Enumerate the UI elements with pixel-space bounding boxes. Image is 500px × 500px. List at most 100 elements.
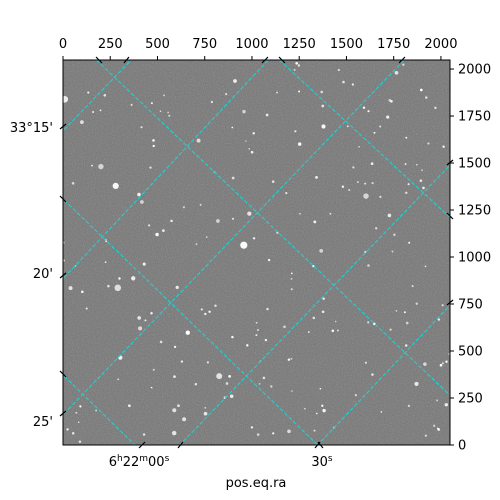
dec-tick-label-1: 20' xyxy=(33,267,53,282)
star xyxy=(391,250,394,253)
star xyxy=(291,390,293,392)
star xyxy=(411,285,414,288)
world-tick-9 xyxy=(59,410,67,417)
star xyxy=(204,406,207,409)
star xyxy=(130,103,133,106)
star xyxy=(299,212,301,215)
star xyxy=(290,357,293,360)
star xyxy=(337,68,340,72)
right-tick-label-4: 1000 xyxy=(458,251,491,266)
star xyxy=(92,111,95,113)
star xyxy=(79,405,82,408)
top-tick-label-7: 1750 xyxy=(377,37,410,52)
star xyxy=(322,297,325,300)
star xyxy=(172,408,177,413)
plot-area xyxy=(62,59,451,446)
star xyxy=(293,68,296,71)
world-tick-3 xyxy=(278,56,286,64)
star xyxy=(173,375,176,378)
top-pixel-axis: 0 250 500 750 1000 1250 1500 1750 2000 xyxy=(59,37,457,60)
star xyxy=(421,169,423,172)
star xyxy=(118,277,121,280)
star xyxy=(439,363,443,367)
right-tick-label-1: 250 xyxy=(458,392,483,407)
star xyxy=(214,304,217,307)
star xyxy=(140,126,143,129)
star xyxy=(63,95,69,103)
star xyxy=(367,264,370,267)
star xyxy=(403,311,406,314)
star xyxy=(313,220,317,224)
star xyxy=(195,243,198,245)
star xyxy=(252,132,255,135)
star xyxy=(171,430,177,436)
star xyxy=(419,88,423,92)
star xyxy=(307,331,310,334)
grid-line-7 xyxy=(179,164,450,445)
dec-tick-label-2: 25' xyxy=(33,415,53,430)
star xyxy=(423,362,427,366)
right-tick-label-3: 750 xyxy=(458,298,483,313)
x-axis-label: pos.eq.ra xyxy=(226,476,287,491)
star xyxy=(71,432,75,435)
star xyxy=(233,79,237,83)
star xyxy=(63,259,66,262)
star xyxy=(159,340,163,344)
star xyxy=(163,94,165,97)
star xyxy=(408,241,411,244)
star xyxy=(404,344,408,347)
star xyxy=(256,433,260,436)
star xyxy=(364,182,367,185)
world-tick-0 xyxy=(95,56,103,64)
star xyxy=(185,330,190,335)
star xyxy=(375,227,378,230)
star xyxy=(424,265,427,268)
star xyxy=(276,231,279,234)
star xyxy=(264,338,268,342)
star xyxy=(103,94,107,97)
star xyxy=(441,362,444,365)
top-tick-label-0: 0 xyxy=(59,37,67,52)
star xyxy=(173,345,177,349)
star xyxy=(152,139,155,142)
coordinate-grid xyxy=(63,60,450,445)
world-tick-4 xyxy=(398,56,406,64)
star xyxy=(182,206,185,209)
star xyxy=(321,310,325,314)
star xyxy=(205,236,208,238)
star xyxy=(422,186,425,190)
star xyxy=(415,163,418,166)
star xyxy=(315,176,318,179)
star xyxy=(128,404,131,408)
star xyxy=(297,142,302,146)
star xyxy=(380,411,383,413)
star xyxy=(95,409,97,412)
star xyxy=(427,142,430,145)
star xyxy=(229,394,234,399)
star xyxy=(351,83,355,86)
star xyxy=(395,310,398,312)
star xyxy=(415,302,418,305)
star xyxy=(162,229,165,232)
star xyxy=(265,113,269,117)
ra-tick-label-1: 30s xyxy=(311,454,333,470)
star xyxy=(131,276,136,281)
star xyxy=(379,195,382,199)
star xyxy=(370,162,374,166)
star xyxy=(231,176,235,180)
top-tick-label-5: 1250 xyxy=(283,37,316,52)
star xyxy=(248,147,251,150)
star xyxy=(247,211,252,216)
star xyxy=(407,183,410,186)
grid-line-3 xyxy=(63,374,136,445)
star xyxy=(394,70,399,75)
stars xyxy=(63,61,450,443)
star xyxy=(208,310,211,313)
star xyxy=(262,376,266,380)
star xyxy=(206,361,210,364)
star xyxy=(250,150,254,154)
star xyxy=(393,233,396,236)
star xyxy=(405,191,408,194)
star xyxy=(441,304,444,307)
star xyxy=(354,394,357,397)
